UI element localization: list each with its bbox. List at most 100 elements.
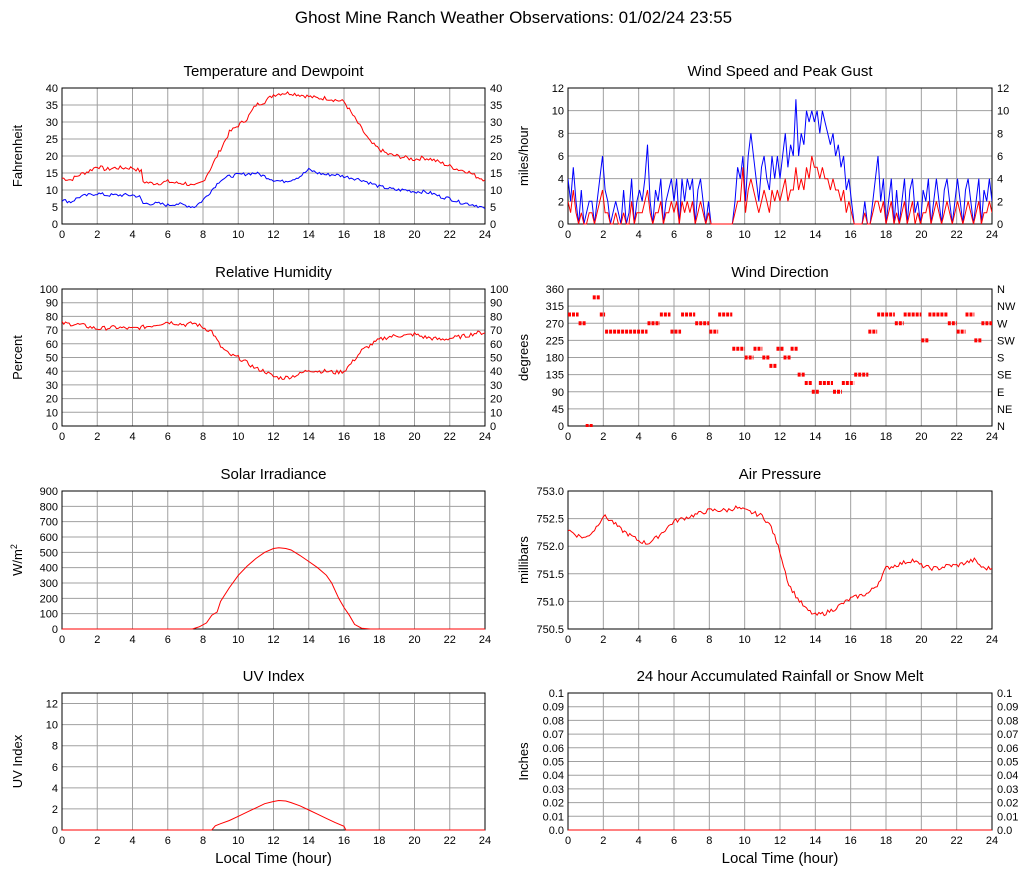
x-tick-label: 12 <box>267 835 279 847</box>
x-tick-label: 4 <box>636 229 642 241</box>
x-tick-label: 14 <box>809 431 821 443</box>
chart-title: Relative Humidity <box>215 264 332 281</box>
x-tick-label: 10 <box>232 634 244 646</box>
plot-frame <box>61 87 486 225</box>
y-tick-label: 0 <box>52 219 58 231</box>
right-tick-label: 0.08 <box>997 715 1018 727</box>
y-tick-label: 15 <box>46 168 58 180</box>
x-tick-label: 2 <box>94 634 100 646</box>
y-tick-label: 90 <box>552 387 564 399</box>
x-tick-label: 16 <box>338 634 350 646</box>
y-tick-label: 2 <box>52 804 58 816</box>
y-tick-label: 0.02 <box>543 798 564 810</box>
x-tick-label: 20 <box>915 634 927 646</box>
y-tick-label: 10 <box>46 185 58 197</box>
x-tick-label: 0 <box>565 835 571 847</box>
right-tick-label: 35 <box>490 100 502 112</box>
x-tick-label: 12 <box>267 431 279 443</box>
y-tick-label: 180 <box>546 353 564 365</box>
plot-frame <box>567 490 993 630</box>
x-tick-label: 22 <box>444 634 456 646</box>
x-tick-label: 0 <box>59 431 65 443</box>
x-axis-label: Local Time (hour) <box>215 850 332 867</box>
y-axis-label: Percent <box>10 335 25 380</box>
series-line <box>62 91 485 187</box>
x-tick-label: 22 <box>951 229 963 241</box>
y-tick-label: 30 <box>46 380 58 392</box>
y-tick-label: 0 <box>558 421 564 433</box>
x-tick-label: 8 <box>706 634 712 646</box>
chart-title: Air Pressure <box>739 466 822 483</box>
y-tick-label: 0.07 <box>543 729 564 741</box>
plot-frame <box>61 490 486 630</box>
right-tick-label: 30 <box>490 117 502 129</box>
right-tick-label: 0.1 <box>997 688 1012 700</box>
y-tick-label: 40 <box>46 366 58 378</box>
y-tick-label: 751.5 <box>536 569 564 581</box>
y-tick-label: 752.0 <box>536 541 564 553</box>
right-tick-label: 80 <box>490 311 502 323</box>
x-tick-label: 8 <box>706 229 712 241</box>
x-tick-label: 18 <box>373 634 385 646</box>
x-tick-label: 4 <box>129 431 135 443</box>
x-tick-label: 6 <box>671 229 677 241</box>
y-tick-label: 600 <box>40 532 58 544</box>
y-tick-label: 500 <box>40 547 58 559</box>
x-tick-label: 2 <box>94 229 100 241</box>
right-tick-label: S <box>997 353 1004 365</box>
x-tick-label: 20 <box>408 634 420 646</box>
x-tick-label: 18 <box>373 835 385 847</box>
y-tick-label: 2 <box>558 196 564 208</box>
y-tick-label: 0 <box>558 219 564 231</box>
x-tick-label: 22 <box>444 835 456 847</box>
page-title: Ghost Mine Ranch Weather Observations: 0… <box>294 8 733 27</box>
x-tick-label: 18 <box>880 634 892 646</box>
x-tick-label: 2 <box>94 835 100 847</box>
y-tick-label: 751.0 <box>536 596 564 608</box>
chart-title: Wind Direction <box>731 264 829 281</box>
y-tick-label: 0.06 <box>543 743 564 755</box>
y-tick-label: 50 <box>46 353 58 365</box>
right-tick-label: 0.07 <box>997 729 1018 741</box>
x-tick-label: 4 <box>636 431 642 443</box>
x-tick-label: 18 <box>880 431 892 443</box>
series-line <box>62 547 485 630</box>
x-tick-label: 0 <box>565 431 571 443</box>
right-tick-label: 2 <box>997 196 1003 208</box>
x-tick-label: 16 <box>338 835 350 847</box>
right-tick-label: 0 <box>997 219 1003 231</box>
x-tick-label: 24 <box>479 229 491 241</box>
right-tick-label: SW <box>997 335 1015 347</box>
chart-title: 24 hour Accumulated Rainfall or Snow Mel… <box>637 668 925 685</box>
y-tick-label: 6 <box>558 151 564 163</box>
x-tick-label: 8 <box>706 835 712 847</box>
x-tick-label: 14 <box>303 634 315 646</box>
y-tick-label: 8 <box>52 741 58 753</box>
x-tick-label: 18 <box>880 835 892 847</box>
y-tick-label: 45 <box>552 404 564 416</box>
plot-frame <box>61 288 486 427</box>
x-tick-label: 8 <box>200 835 206 847</box>
y-tick-label: 4 <box>558 174 564 186</box>
right-tick-label: 40 <box>490 366 502 378</box>
right-tick-label: E <box>997 387 1004 399</box>
right-tick-label: 0.0 <box>997 825 1012 837</box>
y-tick-label: 100 <box>40 609 58 621</box>
right-tick-label: 0.03 <box>997 784 1018 796</box>
y-tick-label: 753.0 <box>536 486 564 498</box>
y-tick-label: 315 <box>546 301 564 313</box>
chart-rainfall: 24 hour Accumulated Rainfall or Snow Mel… <box>516 668 1018 867</box>
right-tick-label: 25 <box>490 134 502 146</box>
x-tick-label: 14 <box>303 229 315 241</box>
y-tick-label: 135 <box>546 370 564 382</box>
x-tick-label: 6 <box>671 835 677 847</box>
y-axis-label: UV Index <box>10 734 25 788</box>
x-tick-label: 12 <box>267 634 279 646</box>
x-tick-label: 22 <box>951 431 963 443</box>
